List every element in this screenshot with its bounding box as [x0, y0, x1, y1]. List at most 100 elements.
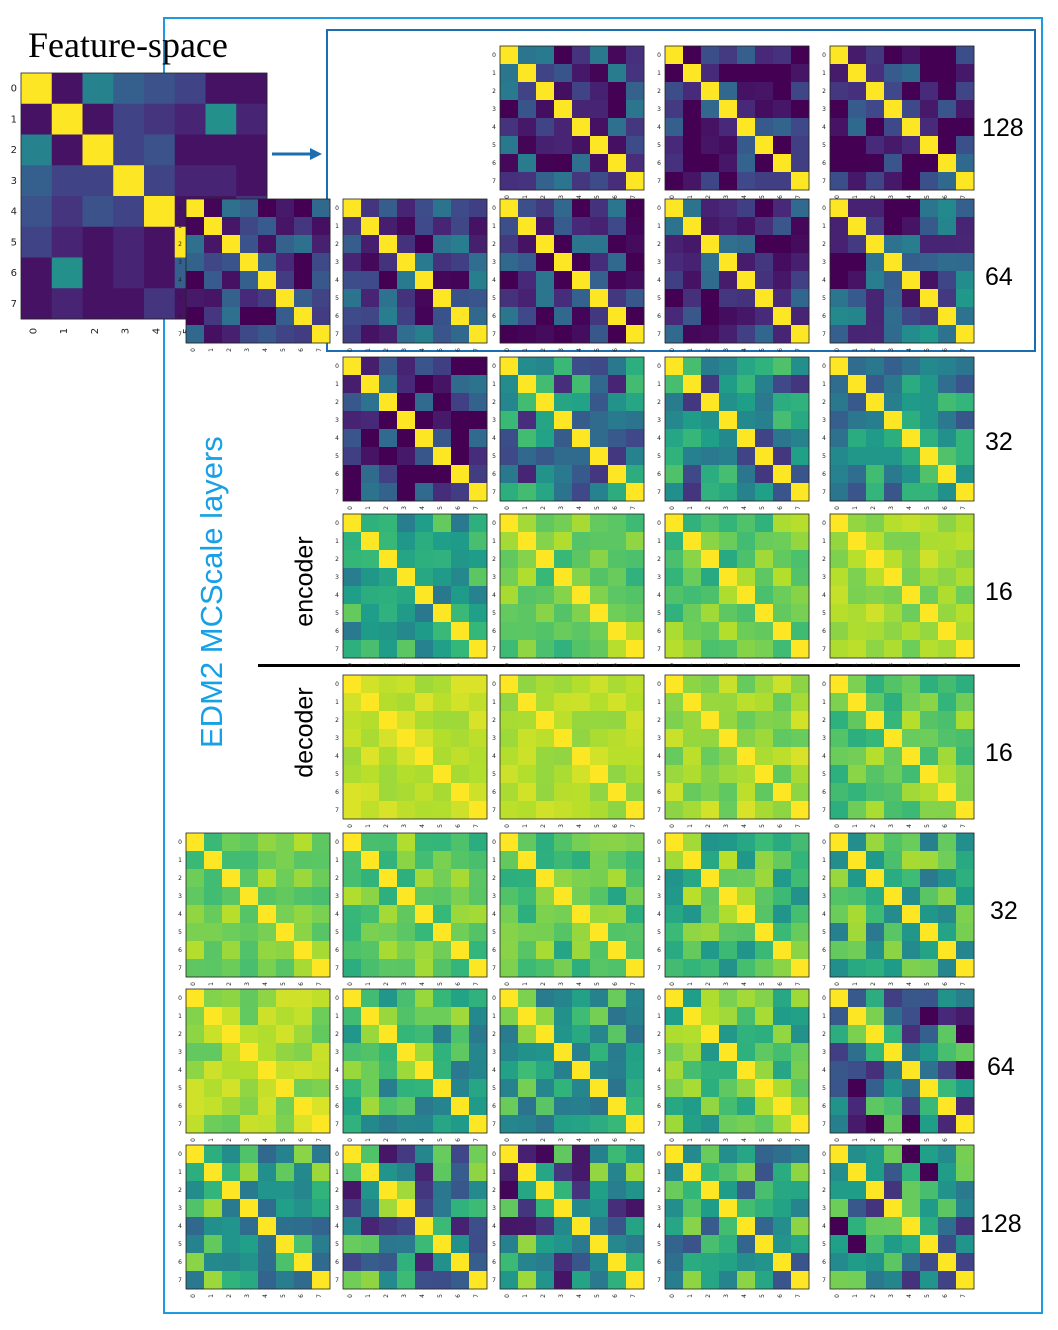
- heatmap-cell: [848, 1217, 867, 1236]
- heatmap-cell: [626, 550, 645, 569]
- heatmap-cell: [361, 325, 380, 344]
- x-tick-label: 5: [280, 348, 287, 352]
- heatmap-cell: [719, 393, 738, 412]
- heatmap-cell: [554, 154, 573, 173]
- heatmap-cell: [791, 1271, 810, 1290]
- heatmap-cell: [361, 357, 380, 376]
- heatmap-cell: [683, 622, 702, 641]
- x-tick-label: 7: [473, 1138, 480, 1142]
- heatmap-cell: [361, 550, 380, 569]
- heatmap-cell: [379, 289, 398, 308]
- heatmap-cell: [240, 869, 259, 888]
- heatmap-cell: [902, 447, 921, 466]
- heatmap-cell: [956, 82, 975, 101]
- heatmap-cell: [791, 586, 810, 605]
- x-tick-label: 3: [558, 824, 565, 828]
- heatmap-cell: [938, 514, 957, 533]
- heatmap-cell: [590, 393, 609, 412]
- heatmap-cell: [866, 783, 885, 802]
- heatmap-cell: [240, 989, 259, 1008]
- heatmap-cell: [258, 235, 277, 254]
- x-tick-label: 0: [669, 506, 676, 510]
- heatmap-cell: [451, 1061, 470, 1080]
- x-tick-label: 1: [687, 506, 694, 510]
- heatmap-cell: [144, 196, 176, 228]
- heatmap-cell: [590, 1235, 609, 1254]
- x-tick-label: 2: [705, 348, 712, 352]
- y-tick-label: 6: [657, 1259, 661, 1266]
- heatmap-cell: [500, 711, 519, 730]
- heatmap-cell: [469, 941, 488, 960]
- heatmap-cell: [518, 711, 537, 730]
- heatmap-cell: [343, 604, 362, 623]
- heatmap-cell: [938, 586, 957, 605]
- heatmap-cell: [536, 411, 555, 430]
- heatmap-cell: [590, 429, 609, 448]
- heatmap-cell: [902, 82, 921, 101]
- x-tick-label: 1: [365, 663, 372, 667]
- x-tick-label: 3: [888, 982, 895, 986]
- x-tick-label: 4: [906, 1294, 913, 1298]
- heatmap-cell: [590, 1271, 609, 1290]
- heatmap-cell: [240, 905, 259, 924]
- heatmap-cell: [500, 869, 519, 888]
- heatmap-cell: [737, 1235, 756, 1254]
- heatmap-cell: [956, 1145, 975, 1164]
- row-label-dec-64: 64: [987, 1053, 1015, 1081]
- heatmap-cell: [518, 235, 537, 254]
- heatmap-cell: [554, 693, 573, 712]
- heatmap-cell: [51, 165, 83, 197]
- heatmap-cell: [884, 100, 903, 119]
- heatmap-cell: [294, 199, 313, 218]
- heatmap-cell: [222, 235, 241, 254]
- y-tick-label: 5: [492, 1241, 496, 1248]
- heatmap-cell: [848, 887, 867, 906]
- y-tick-label: 7: [335, 1121, 339, 1128]
- heatmap-cell: [554, 1253, 573, 1272]
- heatmap-cell: [536, 1217, 555, 1236]
- x-tick-label: 3: [723, 982, 730, 986]
- heatmap-cell: [343, 271, 362, 290]
- y-tick-label: 5: [11, 237, 17, 248]
- heatmap-cell: [626, 307, 645, 326]
- heatmap-cell: [956, 1271, 975, 1290]
- heatmap-cell: [866, 411, 885, 430]
- heatmap-cell: [379, 675, 398, 694]
- y-tick-label: 1: [492, 70, 496, 77]
- heatmap-cell: [590, 64, 609, 83]
- heatmap-cell: [433, 375, 452, 394]
- heatmap-cell: [773, 604, 792, 623]
- y-tick-label: 3: [178, 259, 182, 266]
- heatmap-cell: [737, 253, 756, 272]
- heatmap-cell: [665, 483, 684, 502]
- heatmap-cell: [204, 941, 223, 960]
- y-tick-label: 0: [335, 205, 339, 212]
- heatmap-cell: [276, 923, 295, 942]
- y-tick-label: 7: [822, 489, 826, 496]
- heatmap-cell: [554, 514, 573, 533]
- x-tick-label: 2: [540, 982, 547, 986]
- heatmap-cell: [719, 465, 738, 484]
- y-tick-label: 2: [11, 145, 17, 156]
- heatmap-cell: [737, 1253, 756, 1272]
- heatmap-cell: [683, 217, 702, 236]
- heatmap-cell: [791, 375, 810, 394]
- heatmap-cell: [186, 851, 205, 870]
- heatmap-cell: [902, 622, 921, 641]
- heatmap-cell: [276, 1217, 295, 1236]
- y-tick-label: 2: [822, 88, 826, 95]
- heatmap-cell: [665, 217, 684, 236]
- heatmap-cell: [258, 887, 277, 906]
- heatmap-cell: [415, 253, 434, 272]
- heatmap-cell: [608, 1199, 627, 1218]
- heatmap-cell: [536, 100, 555, 119]
- heatmap-cell: [144, 134, 176, 166]
- x-tick-label: 4: [151, 328, 162, 334]
- heatmap-cell: [518, 586, 537, 605]
- heatmap-cell: [415, 604, 434, 623]
- heatmap-cell: [719, 640, 738, 659]
- x-tick-label: 1: [522, 1294, 529, 1298]
- heatmap-cell: [608, 357, 627, 376]
- heatmap-cell: [204, 1199, 223, 1218]
